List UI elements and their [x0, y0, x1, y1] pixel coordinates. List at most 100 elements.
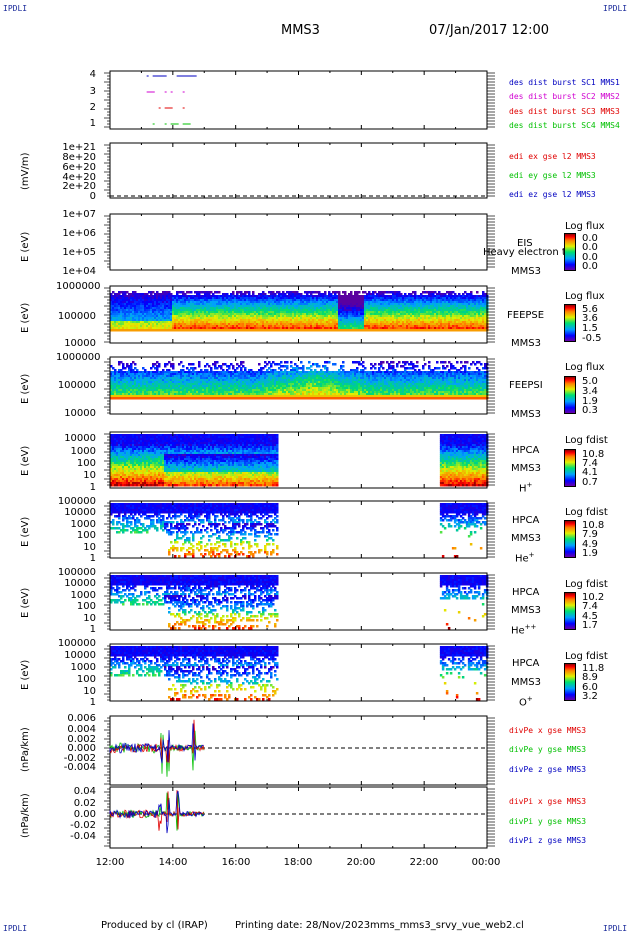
- spectrogram-cell: [140, 313, 143, 316]
- spectrogram-cell: [286, 303, 289, 306]
- spectrogram-cell: [170, 325, 173, 328]
- spectrogram-cell: [414, 297, 417, 300]
- spectrogram-cell: [338, 313, 341, 316]
- spectrogram-cell: [374, 307, 377, 310]
- spectrogram-cell: [216, 305, 219, 308]
- spectrogram-cell: [134, 371, 137, 374]
- spectrogram-cell: [266, 371, 269, 374]
- spectrogram-cell: [128, 393, 131, 396]
- spectrogram-cell: [230, 379, 233, 382]
- spectrogram-cell: [230, 323, 233, 326]
- spectrogram-cell: [174, 389, 177, 392]
- spectrogram-cell: [142, 391, 145, 394]
- spectrogram-cell: [482, 317, 485, 320]
- spectrogram-cell: [188, 379, 191, 382]
- spectrogram-cell: [396, 315, 399, 318]
- spectrogram-cell: [180, 393, 183, 396]
- spectrogram-cell: [244, 379, 247, 382]
- spectrogram-cell: [156, 305, 159, 308]
- spectrogram-cell: [194, 291, 197, 294]
- spectrogram-cell: [440, 325, 443, 328]
- spectrogram-cell: [258, 295, 261, 298]
- spectrogram-cell: [412, 327, 415, 330]
- spectrogram-cell: [118, 395, 121, 398]
- spectrogram-cell: [130, 391, 133, 394]
- spectrogram-cell: [440, 297, 443, 300]
- spectrogram-cell: [220, 395, 223, 398]
- spectrogram-cell: [200, 295, 203, 298]
- spectrogram-cell: [424, 291, 427, 294]
- spectrogram-cell: [212, 381, 215, 384]
- spectrogram-cell: [166, 385, 169, 388]
- spectrogram-cell: [238, 389, 241, 392]
- spectrogram-cell: [278, 321, 281, 324]
- spectrogram-cell: [336, 297, 339, 300]
- spectrogram-cell: [128, 305, 131, 308]
- spectrogram-cell: [356, 325, 359, 328]
- spectrogram-cell: [172, 373, 175, 376]
- spectrogram-cell: [388, 295, 391, 298]
- spectrogram-cell: [396, 323, 399, 326]
- spectrogram-cell: [170, 305, 173, 308]
- spectrogram-cell: [426, 305, 429, 308]
- spectrogram-cell: [268, 395, 271, 398]
- spectrogram-cell: [238, 391, 241, 394]
- spectrogram-cell: [290, 309, 293, 312]
- spectrogram-cell: [392, 307, 395, 310]
- spectrogram-cell: [242, 325, 245, 328]
- spectrogram-cell: [336, 329, 339, 332]
- spectrogram-cell: [224, 387, 227, 390]
- spectrogram-cell: [170, 379, 173, 382]
- spectrogram-cell: [316, 309, 319, 312]
- spectrogram-cell: [180, 373, 183, 376]
- spectrogram-cell: [236, 391, 239, 394]
- spectrogram-cell: [156, 387, 159, 390]
- spectrogram-cell: [216, 309, 219, 312]
- spectrogram-cell: [388, 323, 391, 326]
- spectrogram-cell: [264, 311, 267, 314]
- spectrogram-cell: [192, 379, 195, 382]
- spectrogram-cell: [170, 299, 173, 302]
- spectrogram-cell: [168, 391, 171, 394]
- spectrogram-cell: [362, 305, 365, 308]
- spectrogram-cell: [354, 311, 357, 314]
- spectrogram-cell: [196, 393, 199, 396]
- spectrogram-cell: [116, 293, 119, 296]
- spectrogram-cell: [276, 315, 279, 318]
- spectrogram-cell: [270, 381, 273, 384]
- spectrogram-cell: [216, 383, 219, 386]
- spectrogram-cell: [142, 367, 145, 370]
- spectrogram-cell: [214, 321, 217, 324]
- spectrogram-cell: [178, 371, 181, 374]
- spectrogram-cell: [324, 327, 327, 330]
- spectrogram-cell: [178, 303, 181, 306]
- spectrogram-cell: [206, 325, 209, 328]
- spectrogram-cell: [286, 323, 289, 326]
- spectrogram-cell: [370, 315, 373, 318]
- spectrogram-cell: [386, 291, 389, 294]
- spectrogram-cell: [122, 301, 125, 304]
- spectrogram-cell: [376, 311, 379, 314]
- spectrogram-cell: [156, 369, 159, 372]
- spectrogram-cell: [190, 291, 193, 294]
- spectrogram-cell: [120, 301, 123, 304]
- spectrogram-cell: [260, 373, 263, 376]
- spectrogram-cell: [332, 327, 335, 330]
- spectrogram-cell: [298, 293, 301, 296]
- spectrogram-cell: [200, 391, 203, 394]
- spectrogram-cell: [132, 311, 135, 314]
- feepse-spectrogram: [110, 291, 489, 332]
- spectrogram-cell: [274, 299, 277, 302]
- spectrogram-cell: [334, 311, 337, 314]
- spectrogram-cell: [252, 321, 255, 324]
- spectrogram-cell: [228, 309, 231, 312]
- spectrogram-cell: [460, 325, 463, 328]
- spectrogram-cell: [346, 313, 349, 316]
- spectrogram-cell: [142, 311, 145, 314]
- spectrogram-cell: [314, 291, 317, 294]
- spectrogram-cell: [148, 315, 151, 318]
- spectrogram-cell: [414, 301, 417, 304]
- spectrogram-cell: [454, 313, 457, 316]
- spectrogram-cell: [242, 313, 245, 316]
- spectrogram-cell: [144, 379, 147, 382]
